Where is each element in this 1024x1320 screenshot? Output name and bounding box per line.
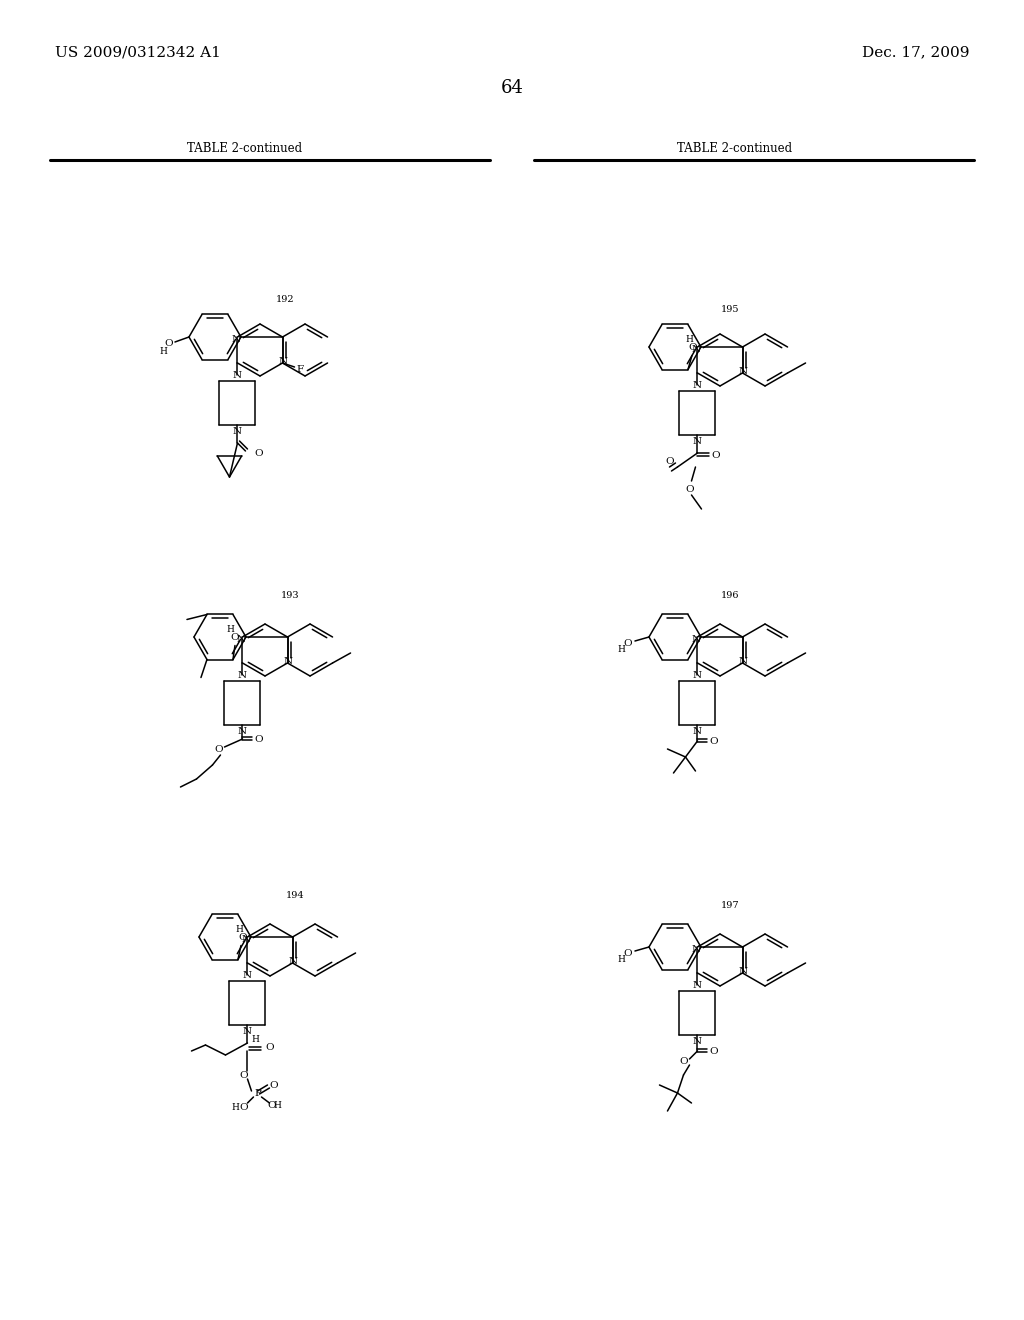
Text: N: N [237, 635, 246, 644]
Text: H: H [252, 1035, 259, 1044]
Text: N: N [692, 345, 701, 354]
Text: N: N [739, 657, 749, 667]
Text: O: O [239, 933, 247, 942]
Text: 197: 197 [721, 902, 739, 911]
Text: O: O [165, 339, 173, 348]
Text: P: P [254, 1089, 261, 1097]
Text: N: N [238, 671, 247, 680]
Text: O: O [240, 1102, 248, 1111]
Text: O: O [624, 949, 632, 957]
Text: O: O [666, 457, 674, 466]
Text: H: H [617, 956, 625, 965]
Text: O: O [267, 1101, 275, 1110]
Text: 194: 194 [286, 891, 304, 900]
Text: O: O [685, 484, 694, 494]
Text: N: N [243, 970, 252, 979]
Text: N: N [693, 1036, 702, 1045]
Text: O: O [265, 1043, 273, 1052]
Text: O: O [254, 449, 263, 458]
Text: N: N [279, 358, 288, 367]
Text: N: N [232, 426, 242, 436]
Text: H: H [273, 1101, 282, 1110]
Text: N: N [693, 671, 702, 680]
Text: N: N [243, 1027, 252, 1035]
Text: 193: 193 [281, 591, 299, 601]
Text: N: N [693, 380, 702, 389]
Text: N: N [232, 371, 242, 380]
Text: H: H [231, 1102, 240, 1111]
Text: F: F [297, 364, 304, 374]
Text: O: O [240, 1071, 248, 1080]
Text: 195: 195 [721, 305, 739, 314]
Text: O: O [710, 737, 718, 746]
Text: 64: 64 [501, 79, 523, 96]
Text: TABLE 2-continued: TABLE 2-continued [678, 141, 793, 154]
Text: 196: 196 [721, 591, 739, 601]
Text: N: N [693, 981, 702, 990]
Text: N: N [692, 945, 701, 953]
Text: Dec. 17, 2009: Dec. 17, 2009 [862, 45, 970, 59]
Text: O: O [230, 634, 240, 642]
Text: O: O [689, 343, 697, 352]
Text: O: O [710, 1047, 718, 1056]
Text: US 2009/0312342 A1: US 2009/0312342 A1 [55, 45, 221, 59]
Text: N: N [739, 968, 749, 977]
Text: N: N [231, 334, 241, 343]
Text: O: O [254, 734, 263, 743]
Text: H: H [236, 925, 243, 935]
Text: O: O [269, 1081, 278, 1089]
Text: N: N [242, 935, 251, 944]
Text: H: H [226, 624, 233, 634]
Text: O: O [679, 1056, 688, 1065]
Text: N: N [693, 437, 702, 446]
Text: O: O [712, 450, 720, 459]
Text: H: H [617, 645, 625, 655]
Text: O: O [214, 744, 223, 754]
Text: TABLE 2-continued: TABLE 2-continued [187, 141, 302, 154]
Text: N: N [238, 726, 247, 735]
Text: O: O [624, 639, 632, 648]
Text: H: H [159, 346, 167, 355]
Text: N: N [739, 367, 749, 376]
Text: N: N [692, 635, 701, 644]
Text: N: N [284, 657, 293, 667]
Text: H: H [685, 335, 693, 345]
Text: N: N [693, 726, 702, 735]
Text: 192: 192 [275, 294, 294, 304]
Text: N: N [289, 957, 298, 966]
